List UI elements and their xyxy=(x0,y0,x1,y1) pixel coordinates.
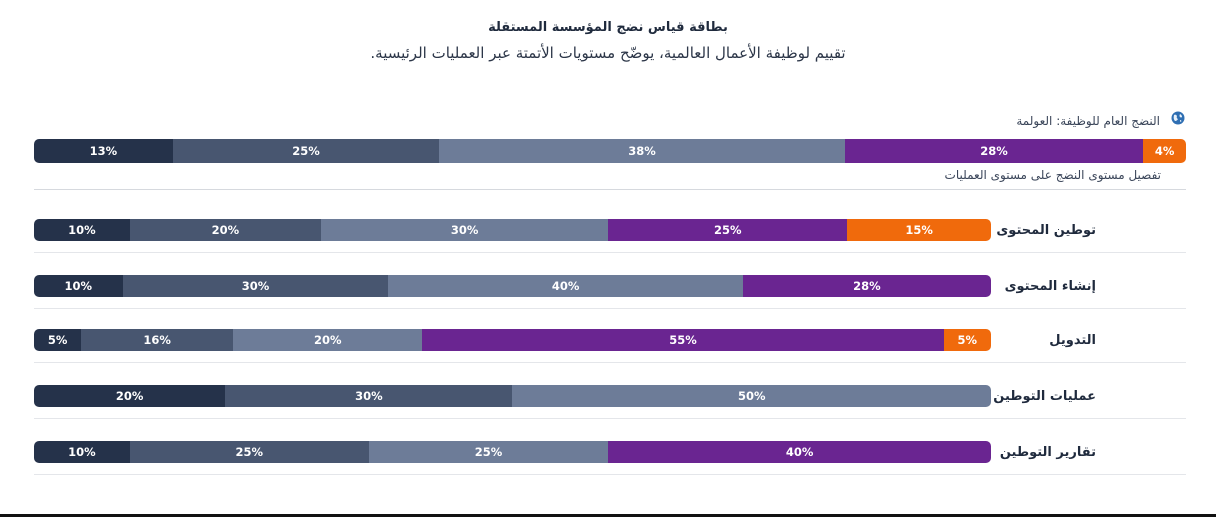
process-label-2: إنشاء المحتوى xyxy=(1004,279,1096,294)
process-label-4: عمليات التوطين xyxy=(993,389,1096,404)
row-separator xyxy=(34,474,1186,475)
process-5-segment-level-1: 10% xyxy=(34,441,130,463)
process-5-segment-level-4: 40% xyxy=(608,441,991,463)
globe-icon xyxy=(1171,111,1185,125)
process-label-1: توطين المحتوى xyxy=(996,223,1096,238)
process-bar-4: 20% 30% 50% xyxy=(34,385,991,407)
breakdown-label: تفصيل مستوى النضج على مستوى العمليات xyxy=(944,168,1161,182)
process-2-segment-level-3: 40% xyxy=(388,275,743,297)
process-3-segment-level-3: 20% xyxy=(232,329,423,351)
process-2-segment-level-4: 28% xyxy=(742,275,991,297)
process-1-segment-level-3: 30% xyxy=(321,219,609,241)
row-separator xyxy=(34,362,1186,363)
row-separator xyxy=(34,308,1186,309)
row-separator xyxy=(34,418,1186,419)
overall-segment-level-4: 28% xyxy=(844,139,1144,163)
process-bar-3: 5% 16% 20% 55% 5% xyxy=(34,329,991,351)
process-1-segment-level-1: 10% xyxy=(34,219,130,241)
process-2-segment-level-2: 30% xyxy=(122,275,389,297)
process-1-segment-level-4: 25% xyxy=(608,219,848,241)
divider xyxy=(34,189,1186,190)
bottom-border xyxy=(0,514,1216,517)
overall-segment-level-3: 38% xyxy=(439,139,845,163)
process-4-segment-level-3: 50% xyxy=(512,385,991,407)
process-bar-5: 10% 25% 25% 40% xyxy=(34,441,991,463)
overall-segment-level-2: 25% xyxy=(172,139,440,163)
process-1-segment-level-2: 20% xyxy=(129,219,322,241)
process-5-segment-level-2: 25% xyxy=(129,441,369,463)
process-bar-1: 10% 20% 30% 25% 15% xyxy=(34,219,991,241)
row-separator xyxy=(34,252,1186,253)
process-label-5: تقارير التوطين xyxy=(999,445,1096,460)
process-3-segment-level-4: 55% xyxy=(422,329,944,351)
chart-subtitle: تقييم لوظيفة الأعمال العالمية، يوضّح مست… xyxy=(370,44,846,62)
overall-maturity-bar: 13% 25% 38% 28% 4% xyxy=(34,139,1186,163)
process-5-segment-level-3: 25% xyxy=(368,441,609,463)
process-2-segment-level-1: 10% xyxy=(34,275,123,297)
process-4-segment-level-2: 30% xyxy=(225,385,513,407)
process-bar-2: 10% 30% 40% 28% xyxy=(34,275,991,297)
process-4-segment-level-1: 20% xyxy=(34,385,226,407)
process-label-3: التدويل xyxy=(1049,333,1096,348)
overall-segment-level-5: 4% xyxy=(1143,139,1186,163)
process-3-segment-level-1: 5% xyxy=(34,329,82,351)
process-3-segment-level-2: 16% xyxy=(81,329,233,351)
chart-title: بطاقة قياس نضج المؤسسة المستقلة xyxy=(488,20,728,35)
process-3-segment-level-5: 5% xyxy=(943,329,991,351)
overall-maturity-label: النضج العام للوظيفة: العولمة xyxy=(1016,114,1160,128)
overall-segment-level-1: 13% xyxy=(34,139,173,163)
process-1-segment-level-5: 15% xyxy=(847,219,991,241)
